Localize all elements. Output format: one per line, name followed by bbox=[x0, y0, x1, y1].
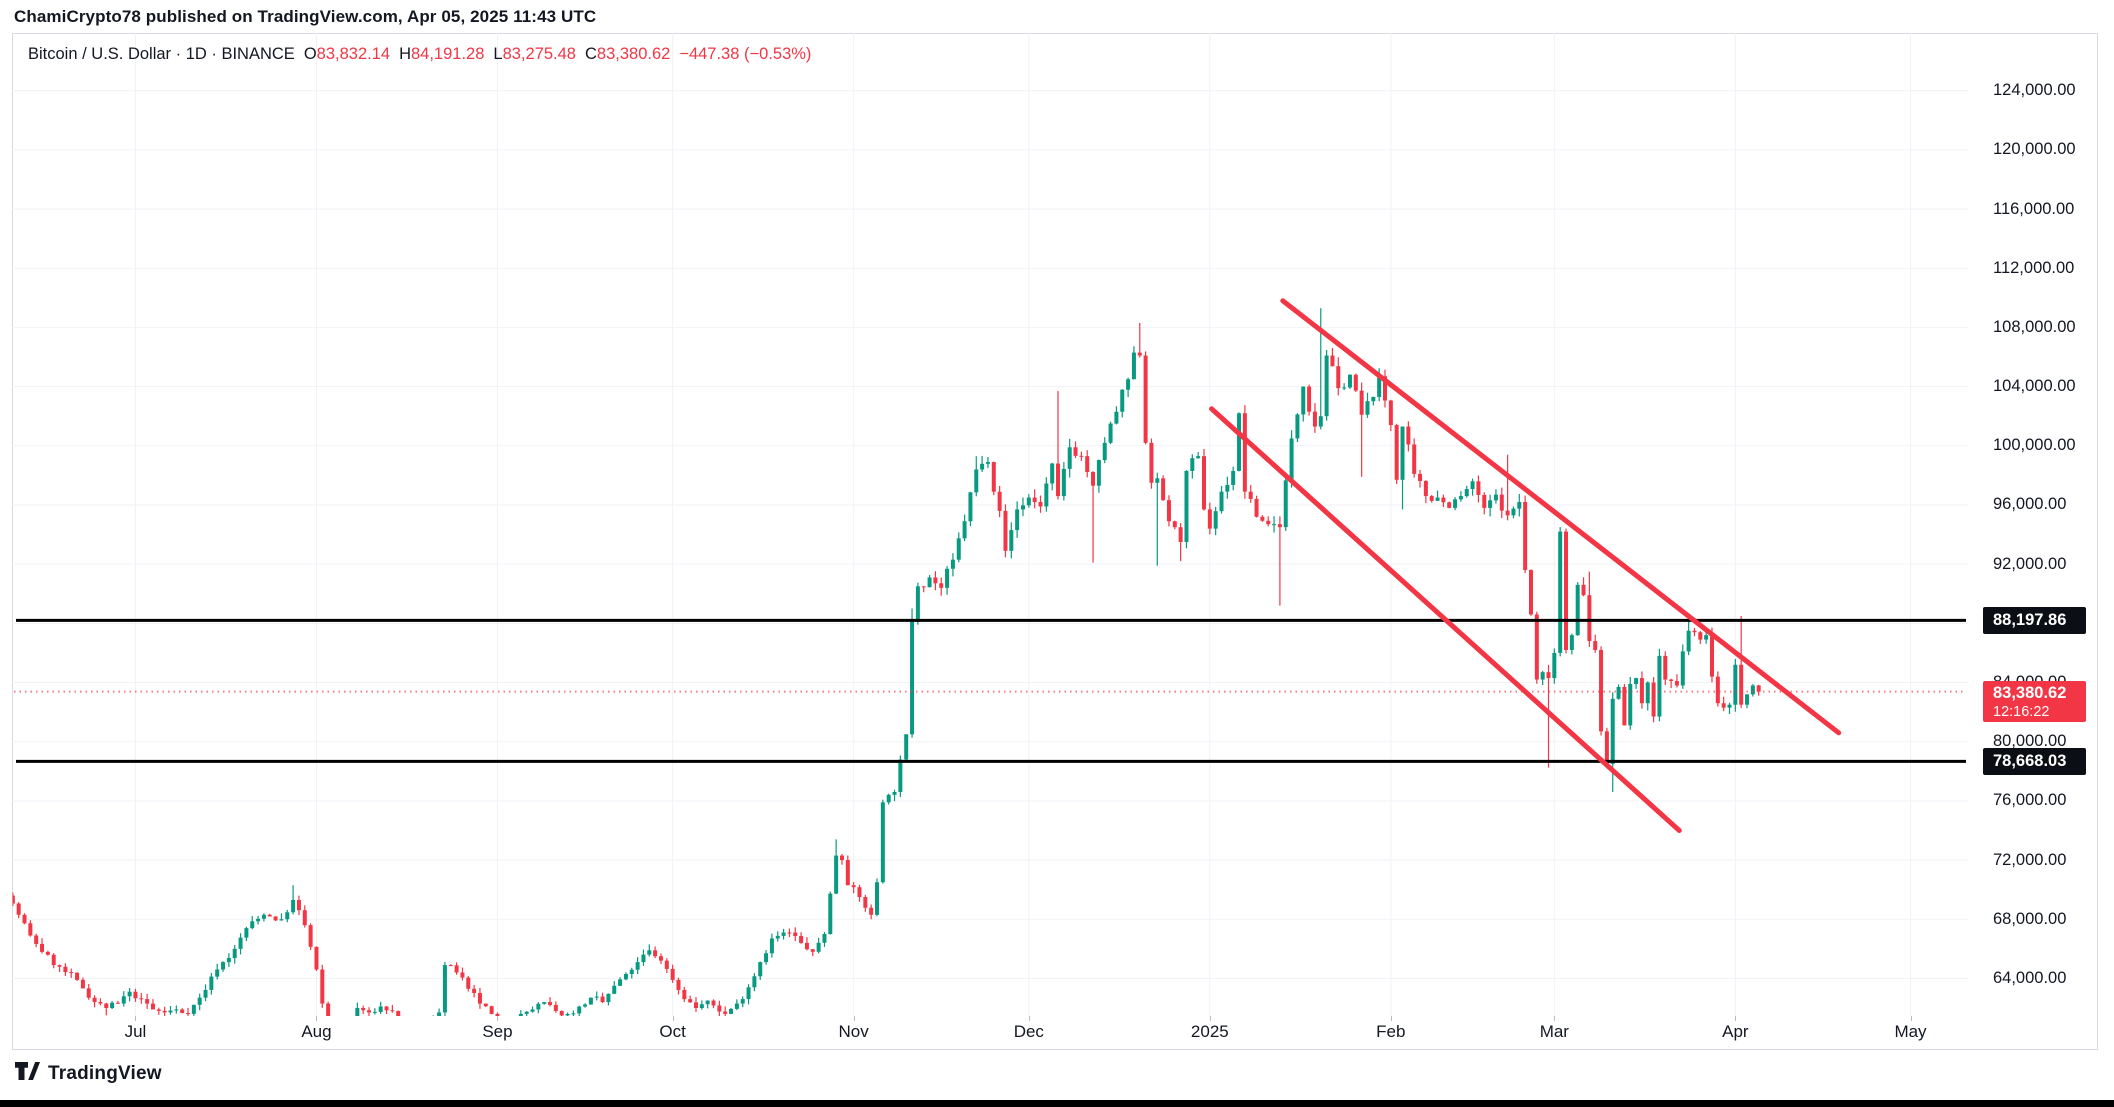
month-tick bbox=[497, 1016, 499, 1021]
change-value: −447.38 (−0.53%) bbox=[679, 45, 812, 63]
month-tick bbox=[1554, 1016, 1556, 1021]
chart-card-border bbox=[12, 33, 2098, 1050]
price-tick-label: 96,000.00 bbox=[1993, 495, 2067, 514]
level-price-badge: 88,197.86 bbox=[1983, 606, 2086, 634]
price-tick-label: 72,000.00 bbox=[1993, 850, 2067, 869]
month-tick bbox=[1910, 1016, 1912, 1021]
month-tick bbox=[1028, 1016, 1030, 1021]
tradingview-watermark[interactable]: TradingView bbox=[15, 1062, 162, 1085]
month-label: Feb bbox=[1376, 1022, 1406, 1041]
month-tick bbox=[1735, 1016, 1737, 1021]
month-tick bbox=[1209, 1016, 1211, 1021]
candlestick-chart[interactable] bbox=[0, 0, 1968, 1016]
month-tick bbox=[316, 1016, 318, 1021]
price-tick-label: 112,000.00 bbox=[1993, 258, 2075, 277]
bar-countdown: 12:16:22 bbox=[1993, 703, 2050, 720]
tradingview-logo-icon bbox=[15, 1062, 40, 1080]
ohlc-open: O83,832.14 bbox=[303, 45, 391, 63]
watermark-label: TradingView bbox=[48, 1062, 162, 1084]
month-label: May bbox=[1894, 1022, 1927, 1041]
month-label: 2025 bbox=[1190, 1022, 1229, 1041]
price-tick-label: 120,000.00 bbox=[1993, 140, 2076, 159]
symbol-legend[interactable]: Bitcoin / U.S. Dollar · 1D · BINANCE O83… bbox=[28, 45, 811, 64]
price-tick-label: 116,000.00 bbox=[1993, 199, 2075, 218]
month-tick bbox=[135, 1016, 137, 1021]
month-label: Apr bbox=[1722, 1022, 1749, 1041]
ohlc-low: L83,275.48 bbox=[493, 45, 576, 63]
month-label: Jul bbox=[124, 1022, 147, 1041]
month-label: Sep bbox=[482, 1022, 513, 1041]
trendline bbox=[1280, 298, 1842, 736]
gridlines bbox=[12, 33, 1968, 1016]
last-price-badge: 83,380.62 12:16:22 bbox=[1983, 681, 2086, 723]
month-label: Nov bbox=[838, 1022, 869, 1041]
trendline bbox=[1209, 406, 1682, 833]
month-label: Mar bbox=[1539, 1022, 1569, 1041]
price-tick-label: 68,000.00 bbox=[1993, 909, 2067, 928]
price-tick-label: 100,000.00 bbox=[1993, 436, 2076, 455]
price-tick-label: 92,000.00 bbox=[1993, 554, 2067, 573]
symbol-title: Bitcoin / U.S. Dollar · 1D · BINANCE bbox=[28, 45, 295, 63]
ohlc-close: C83,380.62 bbox=[584, 45, 671, 63]
candles bbox=[12, 308, 1761, 1016]
month-tick bbox=[1390, 1016, 1392, 1021]
month-label: Aug bbox=[301, 1022, 332, 1041]
level-price-badge: 78,668.03 bbox=[1983, 747, 2086, 775]
price-tick-label: 108,000.00 bbox=[1993, 317, 2076, 336]
month-label: Dec bbox=[1013, 1022, 1044, 1041]
price-tick-label: 76,000.00 bbox=[1993, 791, 2067, 810]
month-tick bbox=[853, 1016, 855, 1021]
price-tick-label: 124,000.00 bbox=[1993, 81, 2076, 100]
month-label: Oct bbox=[659, 1022, 686, 1041]
month-tick bbox=[672, 1016, 674, 1021]
price-tick-label: 80,000.00 bbox=[1993, 732, 2067, 751]
ohlc-high: H84,191.28 bbox=[399, 45, 485, 63]
price-tick-label: 104,000.00 bbox=[1993, 377, 2076, 396]
bottom-bar bbox=[0, 1100, 2114, 1107]
attribution-text: ChamiCrypto78 published on TradingView.c… bbox=[14, 7, 597, 26]
price-tick-label: 64,000.00 bbox=[1993, 968, 2067, 987]
